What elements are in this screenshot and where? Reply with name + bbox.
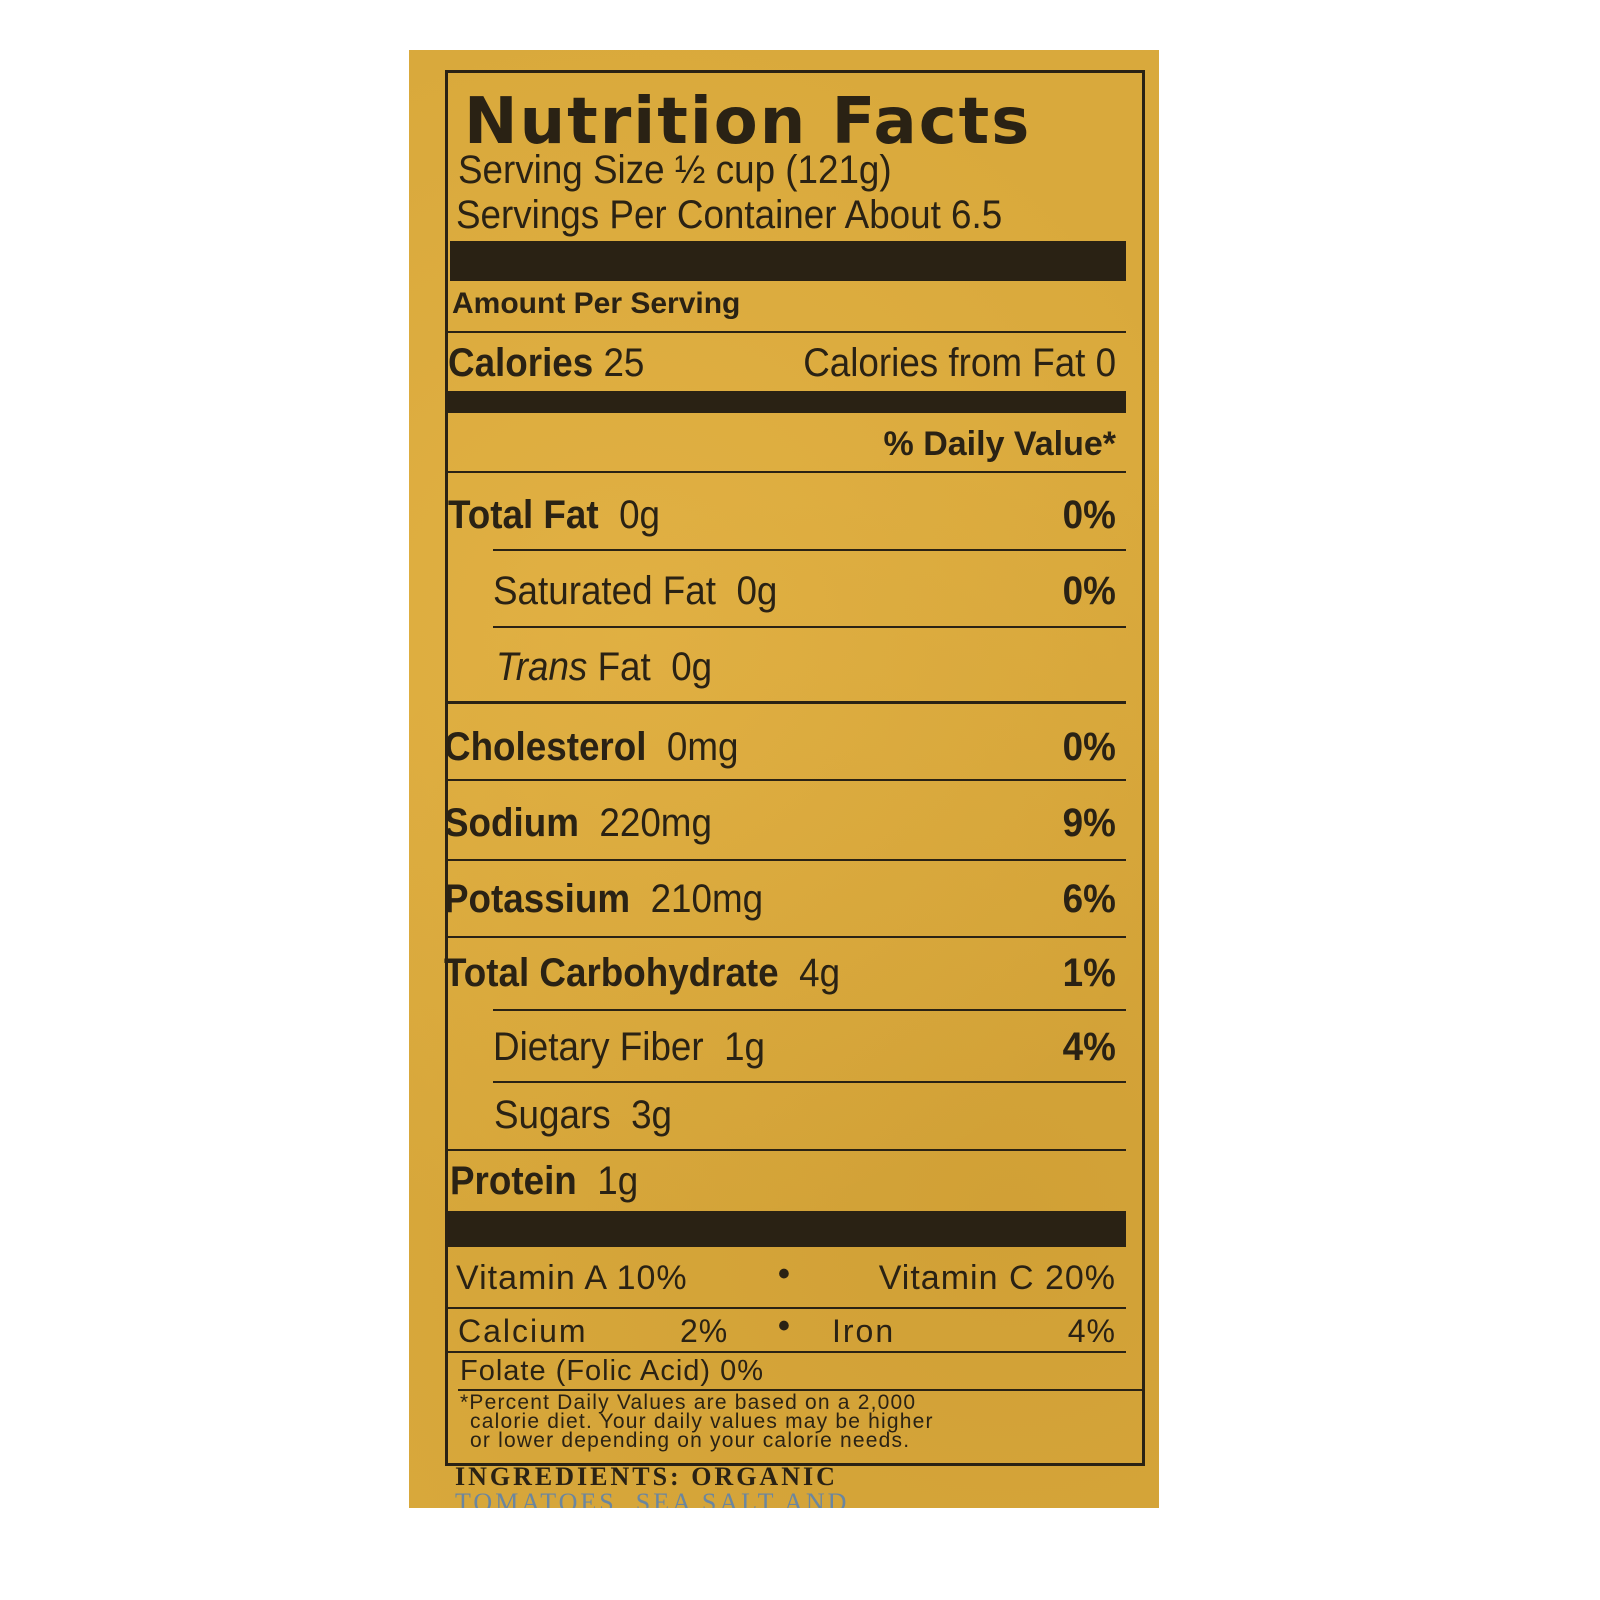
- nutrient-amount: 220mg: [599, 801, 712, 845]
- nutrient-dv: 6%: [1062, 877, 1116, 921]
- amount-per-serving: Amount Per Serving: [452, 287, 741, 320]
- nutrient-name: Total Fat: [448, 493, 599, 537]
- divider: [448, 1307, 1126, 1309]
- nutrition-label: Nutrition Facts Serving Size ½ cup (121g…: [409, 50, 1159, 1508]
- nutrient-name: Sodium: [444, 801, 579, 845]
- vitamin-c: Vitamin C 20%: [878, 1259, 1116, 1297]
- divider: [493, 1009, 1126, 1011]
- bullet: •: [778, 1255, 790, 1293]
- calories-value: 25: [603, 341, 645, 385]
- servings-per-container: Servings Per Container About 6.5: [456, 193, 1003, 237]
- divider: [448, 471, 1126, 473]
- nutrient-dv: 0%: [1062, 493, 1116, 537]
- divider: [448, 331, 1126, 333]
- nutrient-dv: 0%: [1062, 569, 1116, 613]
- footnote-line: or lower depending on your calorie needs…: [470, 1429, 911, 1452]
- nutrient-amount: 0g: [671, 645, 713, 689]
- divider: [493, 1081, 1126, 1083]
- bullet: •: [778, 1307, 790, 1345]
- daily-value-header: % Daily Value*: [883, 425, 1116, 463]
- iron-dv: 4%: [1067, 1313, 1116, 1349]
- calcium-dv: 2%: [680, 1313, 729, 1349]
- thick-divider: [448, 1211, 1126, 1247]
- nutrient-name: Total Carbohydrate: [444, 951, 779, 995]
- nutrient-name: Saturated Fat: [493, 569, 716, 613]
- nutrient-amount: 3g: [631, 1093, 673, 1137]
- divider: [448, 859, 1126, 861]
- nutrient-amount: 1g: [724, 1025, 766, 1069]
- divider: [448, 1351, 1126, 1353]
- divider: [493, 549, 1126, 551]
- nutrient-name: Potassium: [444, 877, 631, 921]
- nutrient-amount: 4g: [799, 951, 841, 995]
- nutrient-amount: 0g: [736, 569, 778, 613]
- divider: [458, 1389, 1142, 1391]
- nutrient-name: Sugars: [494, 1093, 611, 1137]
- serving-size: Serving Size ½ cup (121g): [458, 148, 892, 192]
- ingredients-line: TOMATOES, SEA SALT AND: [455, 1488, 850, 1508]
- nutrient-name: Protein: [450, 1159, 577, 1203]
- divider: [448, 779, 1126, 781]
- nutrient-dv: 0%: [1062, 725, 1116, 769]
- divider: [448, 936, 1126, 938]
- iron: Iron: [832, 1313, 896, 1349]
- calories-label: Calories: [448, 341, 594, 385]
- divider: [448, 1149, 1126, 1151]
- nutrient-dv: 4%: [1062, 1025, 1116, 1069]
- calcium: Calcium: [458, 1313, 588, 1349]
- ingredients-line: INGREDIENTS: ORGANIC: [455, 1462, 838, 1491]
- calories-from-fat: Calories from Fat 0: [803, 341, 1116, 385]
- nutrient-dv: 9%: [1062, 801, 1116, 845]
- divider: [493, 626, 1126, 628]
- vitamin-a: Vitamin A 10%: [456, 1259, 688, 1297]
- thick-divider: [450, 241, 1126, 281]
- nutrient-amount: 210mg: [650, 877, 764, 921]
- nutrition-facts-panel: Nutrition Facts Serving Size ½ cup (121g…: [444, 70, 1145, 1466]
- folate: Folate (Folic Acid) 0%: [460, 1355, 765, 1387]
- nutrient-name: Dietary Fiber: [493, 1025, 704, 1069]
- nutrient-amount: 0g: [619, 493, 661, 537]
- medium-divider: [448, 391, 1126, 413]
- nutrient-dv: 1%: [1062, 951, 1116, 995]
- nutrient-name: Trans: [496, 645, 588, 689]
- footnote: *Percent Daily Values are based on a 2,0…: [460, 1391, 934, 1452]
- nutrient-amount: 1g: [597, 1159, 639, 1203]
- ingredients: INGREDIENTS: ORGANIC TOMATOES, SEA SALT …: [455, 1462, 849, 1508]
- nutrient-name: Cholesterol: [444, 725, 647, 769]
- title: Nutrition Facts: [464, 85, 1032, 159]
- nutrient-amount: 0mg: [666, 725, 739, 769]
- divider: [448, 701, 1126, 704]
- footnote-line: calorie diet. Your daily values may be h…: [470, 1410, 934, 1433]
- nutrient-name-suffix: Fat: [597, 645, 651, 689]
- footnote-line: *Percent Daily Values are based on a 2,0…: [460, 1391, 917, 1414]
